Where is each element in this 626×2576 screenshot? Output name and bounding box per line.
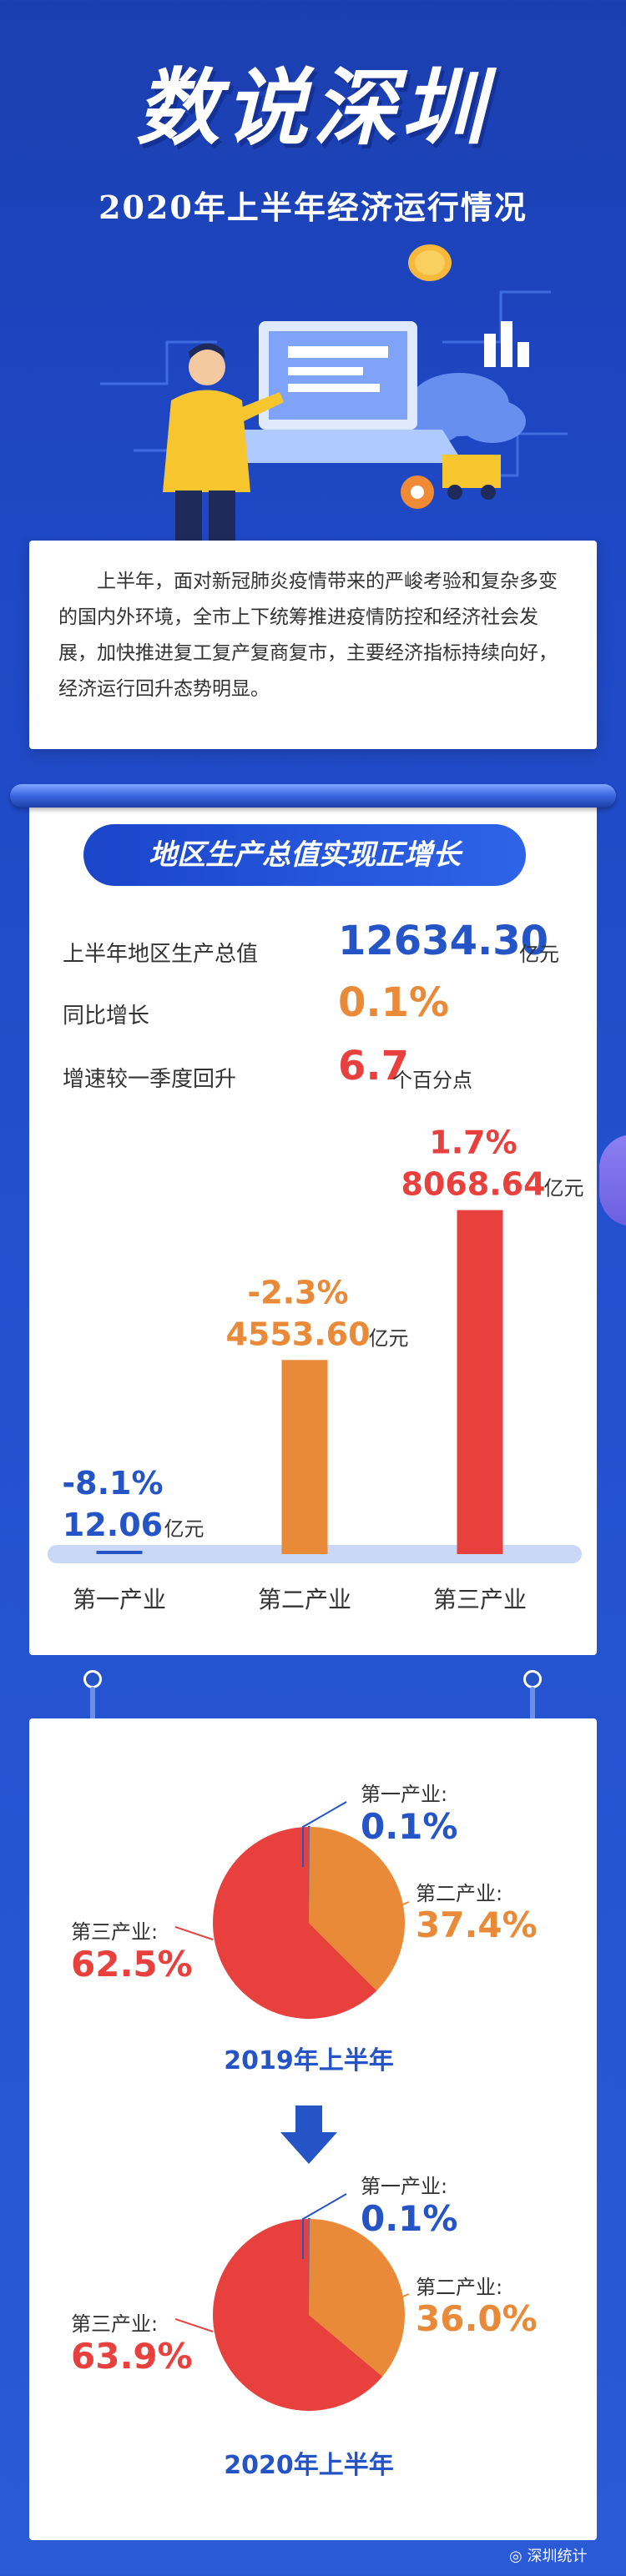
pie-2020-secondary-value: 36.0% bbox=[416, 2298, 538, 2339]
connector-dot bbox=[83, 1670, 102, 1688]
pie-2020-tertiary-label: 第三产业: bbox=[71, 2312, 159, 2336]
down-arrow-icon bbox=[280, 2106, 337, 2164]
pie-slice-2 bbox=[309, 1827, 406, 1991]
bar-unit-label: 亿元 bbox=[369, 1326, 409, 1350]
source-watermark: ◎ 深圳统计 bbox=[509, 2544, 587, 2566]
gdp-growth-value: 0.1% bbox=[338, 979, 450, 1026]
bar-growth-label: -8.1% bbox=[62, 1465, 163, 1502]
bar-value-label: 4553.60 bbox=[225, 1316, 370, 1352]
gdp-growth-label: 同比增长 bbox=[63, 1004, 150, 1029]
person-icon bbox=[163, 343, 284, 541]
connector-chain bbox=[90, 1687, 95, 1720]
gdp-rebound-label: 增速较一季度回升 bbox=[63, 1067, 237, 1092]
bar-3 bbox=[457, 1210, 503, 1554]
pie-2020-caption: 2020年上半年 bbox=[224, 2451, 394, 2480]
pie-2019-leader bbox=[302, 1801, 347, 1867]
pie-2019-secondary-label: 第二产业: bbox=[416, 1882, 503, 1905]
gdp-total-value: 12634.30 bbox=[338, 918, 549, 964]
pie-2019-primary-label: 第一产业: bbox=[361, 1783, 448, 1806]
intro-card bbox=[29, 541, 597, 749]
bar-unit-label: 亿元 bbox=[164, 1517, 204, 1541]
laptop-icon bbox=[213, 321, 463, 463]
connector-chain bbox=[530, 1687, 535, 1720]
pie-2020-primary-value: 0.1% bbox=[361, 2198, 458, 2239]
pie-2020-leader bbox=[175, 2318, 214, 2332]
gdp-rebound-value: 6.7 bbox=[338, 1043, 410, 1089]
bar-category-label: 第二产业 bbox=[258, 1586, 351, 1613]
gdp-total-unit: 亿元 bbox=[519, 943, 559, 966]
scroll-rod-decoration bbox=[10, 784, 616, 808]
industry-bar-chart: 12.06 亿元-8.1%第一产业4553.60亿元-2.3%第二产业8068.6… bbox=[48, 1124, 584, 1613]
pie-2019-caption: 2019年上半年 bbox=[224, 2046, 394, 2075]
gdp-rebound-unit: 个百分点 bbox=[392, 1069, 472, 1092]
wechat-icon: ◎ bbox=[509, 2548, 523, 2565]
bar-value-label: 12.06 bbox=[63, 1507, 163, 1543]
bar-unit-label: 亿元 bbox=[544, 1177, 584, 1200]
coin-icon bbox=[408, 244, 452, 281]
pie-2019-tertiary-value: 62.5% bbox=[71, 1944, 193, 1985]
pie-2020-leader bbox=[367, 2293, 410, 2312]
pie-2019-secondary-value: 37.4% bbox=[416, 1904, 538, 1945]
side-tab-decoration bbox=[599, 1135, 626, 1226]
pie-slice-3 bbox=[213, 2219, 383, 2411]
bar-mini-icon bbox=[484, 321, 529, 367]
intro-paragraph: 上半年，面对新冠肺炎疫情带来的严峻考验和复杂多变的国内外环境，全市上下统筹推进疫… bbox=[58, 571, 558, 700]
pie-2019-leader bbox=[175, 1926, 214, 1940]
pie-2019-leader bbox=[367, 1901, 410, 1919]
pie-2020-tertiary-value: 63.9% bbox=[71, 2336, 193, 2377]
gear-icon bbox=[401, 475, 434, 509]
pie-2020-leader bbox=[302, 2193, 347, 2259]
pie-2020-primary-label: 第一产业: bbox=[361, 2175, 448, 2198]
connector-dot bbox=[523, 1670, 542, 1688]
page-title: 数说深圳 bbox=[136, 59, 490, 157]
pie-slice-3 bbox=[213, 1827, 377, 2019]
source-label: 深圳统计 bbox=[527, 2548, 588, 2565]
bar-growth-label: 1.7% bbox=[429, 1124, 517, 1161]
section-title-gdp: 地区生产总值实现正增长 bbox=[83, 824, 526, 886]
bar-value-label: 8068.64 bbox=[401, 1166, 545, 1203]
truck-icon bbox=[442, 455, 501, 500]
pie-2020 bbox=[213, 2217, 406, 2411]
gdp-total-label: 上半年地区生产总值 bbox=[63, 942, 259, 967]
pie-2020-secondary-label: 第二产业: bbox=[416, 2276, 503, 2299]
bar-category-label: 第一产业 bbox=[73, 1586, 166, 1613]
bar-growth-label: -2.3% bbox=[247, 1274, 348, 1311]
pie-2019 bbox=[213, 1825, 406, 2019]
bar-1 bbox=[96, 1551, 143, 1554]
pie-2019-primary-value: 0.1% bbox=[361, 1806, 458, 1847]
bar-2 bbox=[281, 1360, 328, 1554]
pie-slice-2 bbox=[309, 2219, 406, 2377]
bar-category-label: 第三产业 bbox=[433, 1586, 527, 1613]
pie-2019-tertiary-label: 第三产业: bbox=[71, 1920, 159, 1944]
page-subtitle: 2020年上半年经济运行情况 bbox=[98, 189, 528, 226]
hero-illustration bbox=[100, 244, 568, 541]
